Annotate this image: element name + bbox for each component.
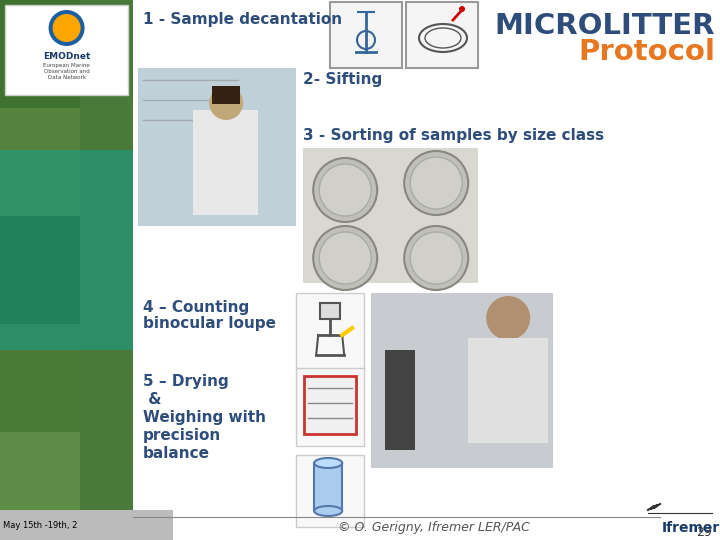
Bar [296,368,364,446]
Text: EMODnet: EMODnet [43,52,90,61]
Bar [0,108,80,216]
Text: 1 - Sample decantation: 1 - Sample decantation [143,12,342,27]
Text: 3 - Sorting of samples by size class: 3 - Sorting of samples by size class [303,128,604,143]
Bar [372,293,553,468]
Bar [0,216,80,324]
Bar [468,338,548,443]
Text: balance: balance [143,446,210,461]
Text: 2- Sifting: 2- Sifting [303,72,382,87]
Bar [296,455,364,527]
Bar [320,303,340,319]
Text: © O. Gerigny, Ifremer LER/PAC: © O. Gerigny, Ifremer LER/PAC [338,521,530,534]
Bar [303,148,478,283]
Bar [406,2,478,68]
Circle shape [210,86,243,120]
Bar [138,68,296,226]
Bar [0,0,80,108]
Circle shape [48,10,85,46]
Circle shape [459,6,465,12]
Bar [0,0,133,540]
Text: &: & [143,392,162,407]
Text: Protocol: Protocol [578,38,715,66]
Circle shape [404,151,468,215]
Bar [0,510,174,540]
Text: 4 – Counting: 4 – Counting [143,300,249,315]
Circle shape [319,232,372,284]
Circle shape [404,226,468,290]
Circle shape [319,164,372,216]
Bar [385,350,415,450]
Text: MICROLITTER: MICROLITTER [495,12,715,40]
Text: European Marine
Observation and
Data Network: European Marine Observation and Data Net… [43,63,90,79]
Circle shape [313,158,377,222]
Ellipse shape [314,506,342,516]
Circle shape [313,226,377,290]
Text: 29: 29 [696,525,712,538]
Bar [193,110,258,215]
Bar [5,5,128,95]
Bar [314,463,342,511]
Bar [296,293,364,371]
Circle shape [410,157,462,209]
Bar [0,150,133,350]
Circle shape [410,232,462,284]
Ellipse shape [314,458,342,468]
Bar [304,376,356,434]
Text: precision: precision [143,428,222,443]
Circle shape [486,296,530,340]
Text: binocular loupe: binocular loupe [143,316,276,331]
Text: Weighing with: Weighing with [143,410,266,425]
Bar [0,432,80,540]
Bar [212,86,240,104]
Bar [330,2,402,68]
Bar [133,0,720,540]
Text: May 15th -19th, 2: May 15th -19th, 2 [3,521,77,530]
Circle shape [53,14,81,42]
Text: 5 – Drying: 5 – Drying [143,374,229,389]
Bar [0,324,80,432]
Text: Ifremer: Ifremer [662,521,720,535]
